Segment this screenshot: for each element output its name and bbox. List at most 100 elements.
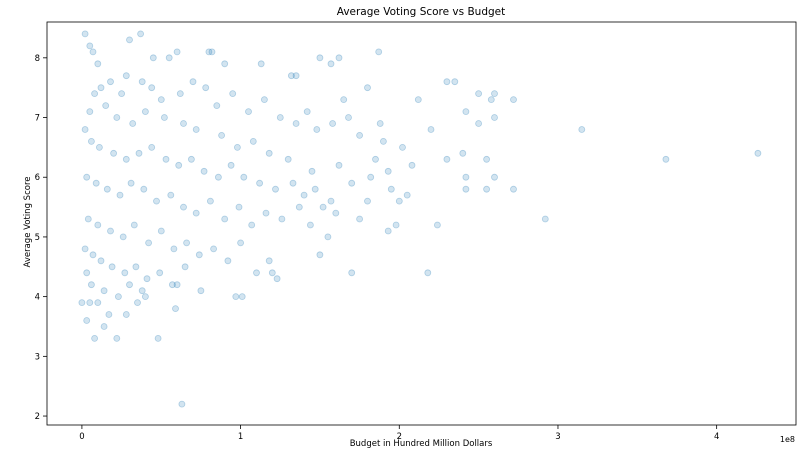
- scatter-point: [86, 299, 94, 307]
- scatter-point: [427, 126, 435, 133]
- scatter-point: [192, 209, 200, 217]
- scatter-point: [89, 251, 97, 259]
- scatter-point: [367, 173, 375, 181]
- scatter-point: [295, 203, 303, 211]
- scatter-point: [316, 54, 324, 62]
- scatter-point: [181, 263, 189, 271]
- scatter-point: [329, 120, 337, 127]
- scatter-point: [137, 30, 145, 38]
- scatter-point: [451, 78, 459, 86]
- scatter-point: [160, 114, 168, 121]
- scatter-point: [176, 90, 184, 97]
- scatter-point: [395, 197, 403, 205]
- scatter-point: [303, 108, 311, 115]
- scatter-point: [237, 239, 245, 247]
- chart-title: Average Voting Score vs Budget: [337, 6, 505, 18]
- x-tick-label: 2: [397, 432, 402, 442]
- scatter-point: [206, 197, 214, 205]
- scatter-point: [289, 179, 297, 187]
- scatter-point: [168, 281, 176, 289]
- y-tick-label: 2: [35, 412, 40, 422]
- scatter-point: [205, 48, 213, 56]
- scatter-point: [180, 120, 187, 127]
- scatter-point: [83, 269, 91, 277]
- scatter-point: [97, 84, 105, 92]
- y-axis-ticks: 2 3 4 5 6 7 8: [35, 54, 47, 422]
- scatter-point: [229, 90, 237, 97]
- scatter-point: [153, 197, 160, 205]
- plot-area-frame: [46, 21, 797, 426]
- scatter-point: [462, 108, 470, 115]
- scatter-point: [262, 209, 270, 217]
- scatter-point: [213, 102, 221, 109]
- scatter-point: [313, 126, 321, 133]
- scatter-point: [240, 173, 248, 181]
- scatter-point: [173, 281, 181, 289]
- scatter-point: [127, 179, 135, 187]
- scatter-point: [157, 227, 165, 235]
- x-axis-label: Budget in Hundred Million Dollars: [350, 439, 493, 449]
- scatter-point: [491, 114, 498, 121]
- scatter-point: [130, 221, 138, 229]
- scatter-point: [86, 108, 94, 115]
- x-tick-label: 4: [714, 432, 719, 442]
- scatter-point: [345, 114, 352, 121]
- scatter-point: [210, 245, 218, 253]
- scatter-point: [105, 311, 113, 318]
- y-tick-label: 3: [35, 352, 40, 362]
- scatter-point: [84, 215, 92, 223]
- scatter-point: [121, 269, 129, 277]
- scatter-point: [88, 281, 95, 289]
- scatter-point: [157, 96, 165, 103]
- scatter-point: [140, 185, 148, 193]
- scatter-point: [221, 60, 229, 68]
- x-offset-label: 1e8: [780, 435, 795, 444]
- scatter-point: [372, 155, 379, 163]
- scatter-point: [662, 155, 670, 163]
- scatter-point: [156, 269, 164, 277]
- scatter-point: [292, 72, 300, 80]
- scatter-point: [348, 179, 356, 187]
- scatter-point: [102, 102, 110, 109]
- scatter-point: [260, 96, 268, 103]
- scatter-point: [91, 334, 98, 342]
- scatter-point: [141, 293, 149, 301]
- scatter-point: [510, 96, 517, 103]
- scatter-point: [149, 54, 157, 62]
- scatter-point: [287, 72, 295, 80]
- scatter-point: [110, 149, 117, 157]
- scatter-point: [143, 275, 151, 283]
- y-tick-label: 4: [35, 293, 40, 303]
- scatter-point: [335, 161, 343, 169]
- scatter-point: [183, 239, 191, 247]
- scatter-point: [97, 257, 105, 265]
- scatter-point: [113, 114, 121, 121]
- scatter-point: [115, 293, 122, 301]
- y-tick-label: 5: [35, 233, 40, 243]
- scatter-point: [83, 173, 91, 181]
- scatter-point: [208, 48, 216, 56]
- scatter-point: [195, 251, 203, 259]
- scatter-point: [170, 245, 178, 253]
- scatter-point: [148, 84, 156, 92]
- scatter-point: [81, 30, 89, 38]
- scatter-point: [475, 90, 483, 97]
- scatter-point: [424, 269, 432, 277]
- scatter-points: [78, 30, 762, 408]
- scatter-point: [319, 203, 327, 211]
- scatter-point: [227, 161, 235, 169]
- scatter-point: [308, 167, 316, 175]
- scatter-point: [162, 155, 170, 163]
- scatter-point: [300, 191, 308, 199]
- scatter-point: [462, 173, 470, 181]
- scatter-point: [253, 269, 260, 277]
- y-tick-label: 8: [35, 54, 40, 64]
- scatter-point: [335, 54, 343, 62]
- scatter-point: [118, 90, 125, 97]
- scatter-point: [311, 185, 319, 193]
- scatter-point: [107, 78, 114, 86]
- scatter-point: [364, 84, 371, 92]
- scatter-point: [138, 287, 146, 295]
- scatter-point: [443, 78, 451, 86]
